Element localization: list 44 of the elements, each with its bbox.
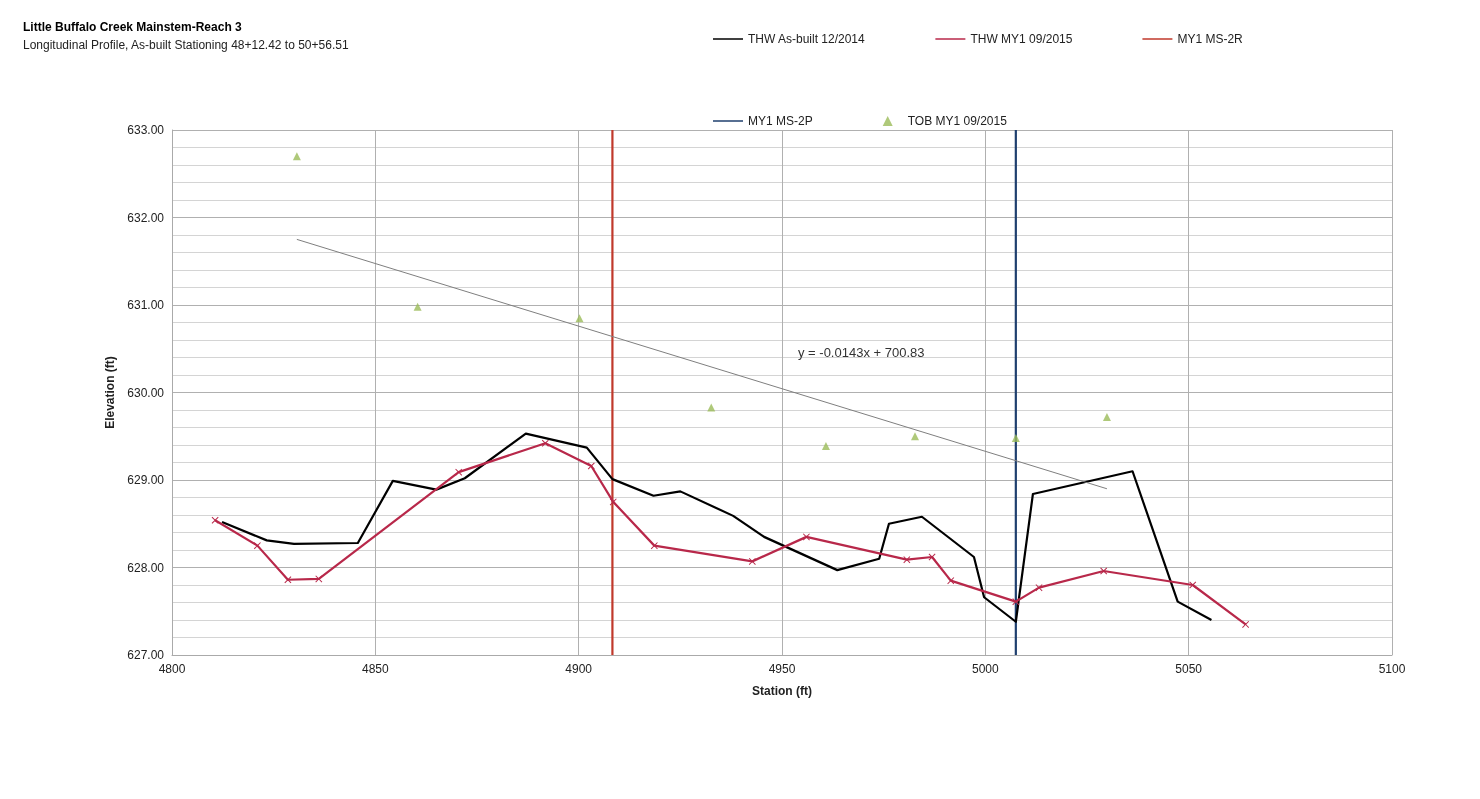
x-axis-title: Station (ft) [752,684,812,698]
point [1102,413,1111,421]
x-tick-label: 4900 [565,662,593,676]
point [748,557,756,565]
y-axis-title: Elevation (ft) [103,356,118,429]
point [910,432,919,441]
chart-subtitle: Longitudinal Profile, As-built Stationing 48+12.42 to 50+56.51 [23,38,349,52]
legend-label: TOB MY1 09/2015 [907,114,1008,128]
chart-title: Little Buffalo Creek Mainstem-Reach 3 [23,20,243,34]
point [947,577,955,585]
point [413,302,422,311]
x-tick-label: 4850 [361,662,389,676]
legend-label: MY1 MS-2P [748,114,813,128]
point [455,468,463,476]
point [211,516,219,524]
y-tick-label: 632.00 [127,210,165,225]
point [1011,434,1020,442]
point [903,556,911,564]
point [315,575,323,583]
y-tick-label: 627.00 [127,648,165,662]
legend-label: MY1 MS-2R [1177,32,1244,46]
y-tick-label: 631.00 [127,298,165,312]
point [609,498,617,506]
y-tick-label: 633.00 [127,123,165,137]
x-tick-label: 5100 [1378,662,1406,676]
x-tick-label: 4800 [158,662,186,676]
x-tick-label: 5000 [971,662,999,676]
point [575,314,584,323]
annotation: y = -0.0143x + 700.83 [798,345,925,360]
y-tick-label: 630.00 [127,385,165,400]
point [1035,584,1043,592]
point [541,439,549,447]
y-tick-label: 629.00 [127,473,165,487]
point [284,576,292,584]
point [650,542,658,550]
point [1100,567,1108,575]
x-tick-label: 4950 [768,662,796,676]
legend-label: THW As-built 12/2014 [748,32,866,46]
x-tick-label: 5050 [1175,662,1203,676]
point [802,533,810,541]
point [821,441,830,450]
y-tick-label: 628.00 [127,560,165,575]
legend-label: THW MY1 09/2015 [970,32,1073,46]
point [1012,598,1020,606]
